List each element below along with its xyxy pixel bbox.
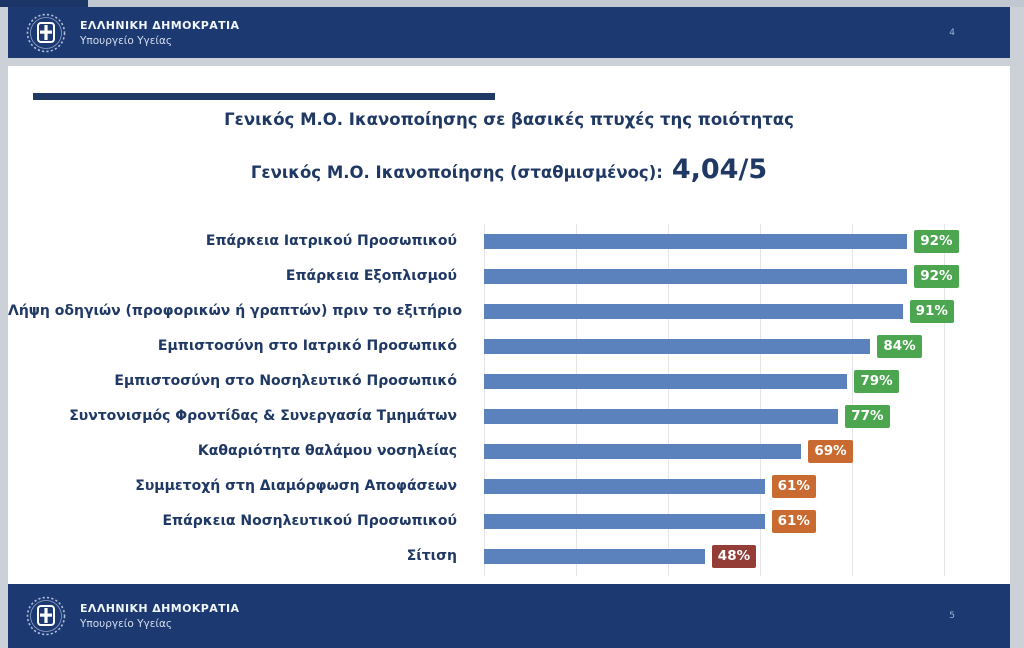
dept-name: Υπουργείο Υγείας bbox=[80, 34, 173, 47]
page-number: 5 bbox=[949, 611, 955, 621]
value-badge: 91% bbox=[909, 300, 954, 323]
bar bbox=[484, 479, 765, 494]
gridline bbox=[944, 224, 945, 576]
category-label: Επάρκεια Ιατρικού Προσωπικού bbox=[205, 233, 457, 249]
value-badge: 92% bbox=[914, 265, 959, 288]
ministry-band-bottom: ΕΛΛΗΝΙΚΗ ΔΗΜΟΚΡΑΤΙΑ Υπουργείο Υγείας 5 bbox=[8, 584, 1010, 648]
gridline bbox=[668, 224, 669, 576]
subtitle-label: Γενικός Μ.Ο. Ικανοποίησης (σταθμισμένος)… bbox=[250, 163, 663, 182]
slide-title: Γενικός Μ.Ο. Ικανοποίησης σε βασικές πτυ… bbox=[224, 110, 794, 129]
dept-name: Υπουργείο Υγείας bbox=[80, 618, 173, 630]
gridline bbox=[760, 224, 761, 576]
org-name: ΕΛΛΗΝΙΚΗ ΔΗΜΟΚΡΑΤΙΑ bbox=[80, 602, 240, 615]
ministry-band-top: ΕΛΛΗΝΙΚΗ ΔΗΜΟΚΡΑΤΙΑ Υπουργείο Υγείας 4 bbox=[8, 7, 1010, 58]
chart-category-labels: Επάρκεια Ιατρικού Προσωπικού Επάρκεια Εξο… bbox=[8, 224, 471, 574]
category-label: Σίτιση bbox=[406, 548, 457, 564]
category-label: Συμμετοχή στη Διαμόρφωση Αποφάσεων bbox=[135, 478, 457, 494]
bar bbox=[484, 339, 871, 354]
value-badge: 48% bbox=[711, 545, 757, 568]
bar bbox=[484, 409, 839, 424]
category-label: Λήψη οδηγιών (προφορικών ή γραπτών) πριν… bbox=[8, 303, 463, 319]
category-label: Επάρκεια Νοσηλευτικού Προσωπικού bbox=[162, 513, 457, 529]
value-badge: 92% bbox=[914, 230, 959, 253]
category-label: Εμπιστοσύνη στο Νοσηλευτικό Προσωπικό bbox=[114, 373, 457, 389]
gridline bbox=[576, 224, 577, 576]
bar bbox=[484, 514, 765, 529]
category-label: Καθαριότητα θαλάμου νοσηλείας bbox=[197, 443, 457, 459]
value-badge: 61% bbox=[771, 510, 816, 533]
category-label: Συντονισμός Φροντίδας & Συνεργασία Τμημά… bbox=[69, 408, 457, 424]
title-accent-bar bbox=[33, 93, 495, 100]
top-edge-strip-dark-segment bbox=[0, 0, 88, 7]
value-badge: 79% bbox=[854, 370, 899, 393]
bar bbox=[484, 269, 908, 284]
org-name: ΕΛΛΗΝΙΚΗ ΔΗΜΟΚΡΑΤΙΑ bbox=[80, 18, 240, 32]
category-label: Επάρκεια Εξοπλισμού bbox=[285, 268, 457, 284]
bar bbox=[484, 444, 802, 459]
greek-republic-emblem-icon bbox=[26, 13, 66, 52]
bar bbox=[484, 234, 908, 249]
value-badge: 69% bbox=[808, 440, 853, 463]
page-number: 4 bbox=[949, 27, 955, 38]
gridline bbox=[852, 224, 853, 576]
chart-plot-area: 92% 92% 91% 84% 79% 77% 69% 61% 61% 48% bbox=[484, 224, 1010, 576]
slide: Γενικός Μ.Ο. Ικανοποίησης σε βασικές πτυ… bbox=[8, 66, 1010, 584]
value-badge: 61% bbox=[771, 475, 816, 498]
value-badge: 77% bbox=[845, 405, 890, 428]
top-edge-strip bbox=[0, 0, 1024, 7]
category-label: Εμπιστοσύνη στο Ιατρικό Προσωπικό bbox=[157, 338, 457, 354]
value-badge: 84% bbox=[877, 335, 922, 358]
bar bbox=[484, 549, 705, 564]
bar bbox=[484, 304, 903, 319]
greek-republic-emblem-icon bbox=[26, 596, 66, 636]
subtitle-value: 4,04/5 bbox=[671, 154, 768, 185]
satisfaction-bar-chart: Επάρκεια Ιατρικού Προσωπικού Επάρκεια Εξο… bbox=[8, 224, 1010, 580]
bar bbox=[484, 374, 848, 389]
gridline bbox=[484, 224, 485, 576]
slide-subtitle: Γενικός Μ.Ο. Ικανοποίησης (σταθμισμένος)… bbox=[8, 154, 1010, 185]
